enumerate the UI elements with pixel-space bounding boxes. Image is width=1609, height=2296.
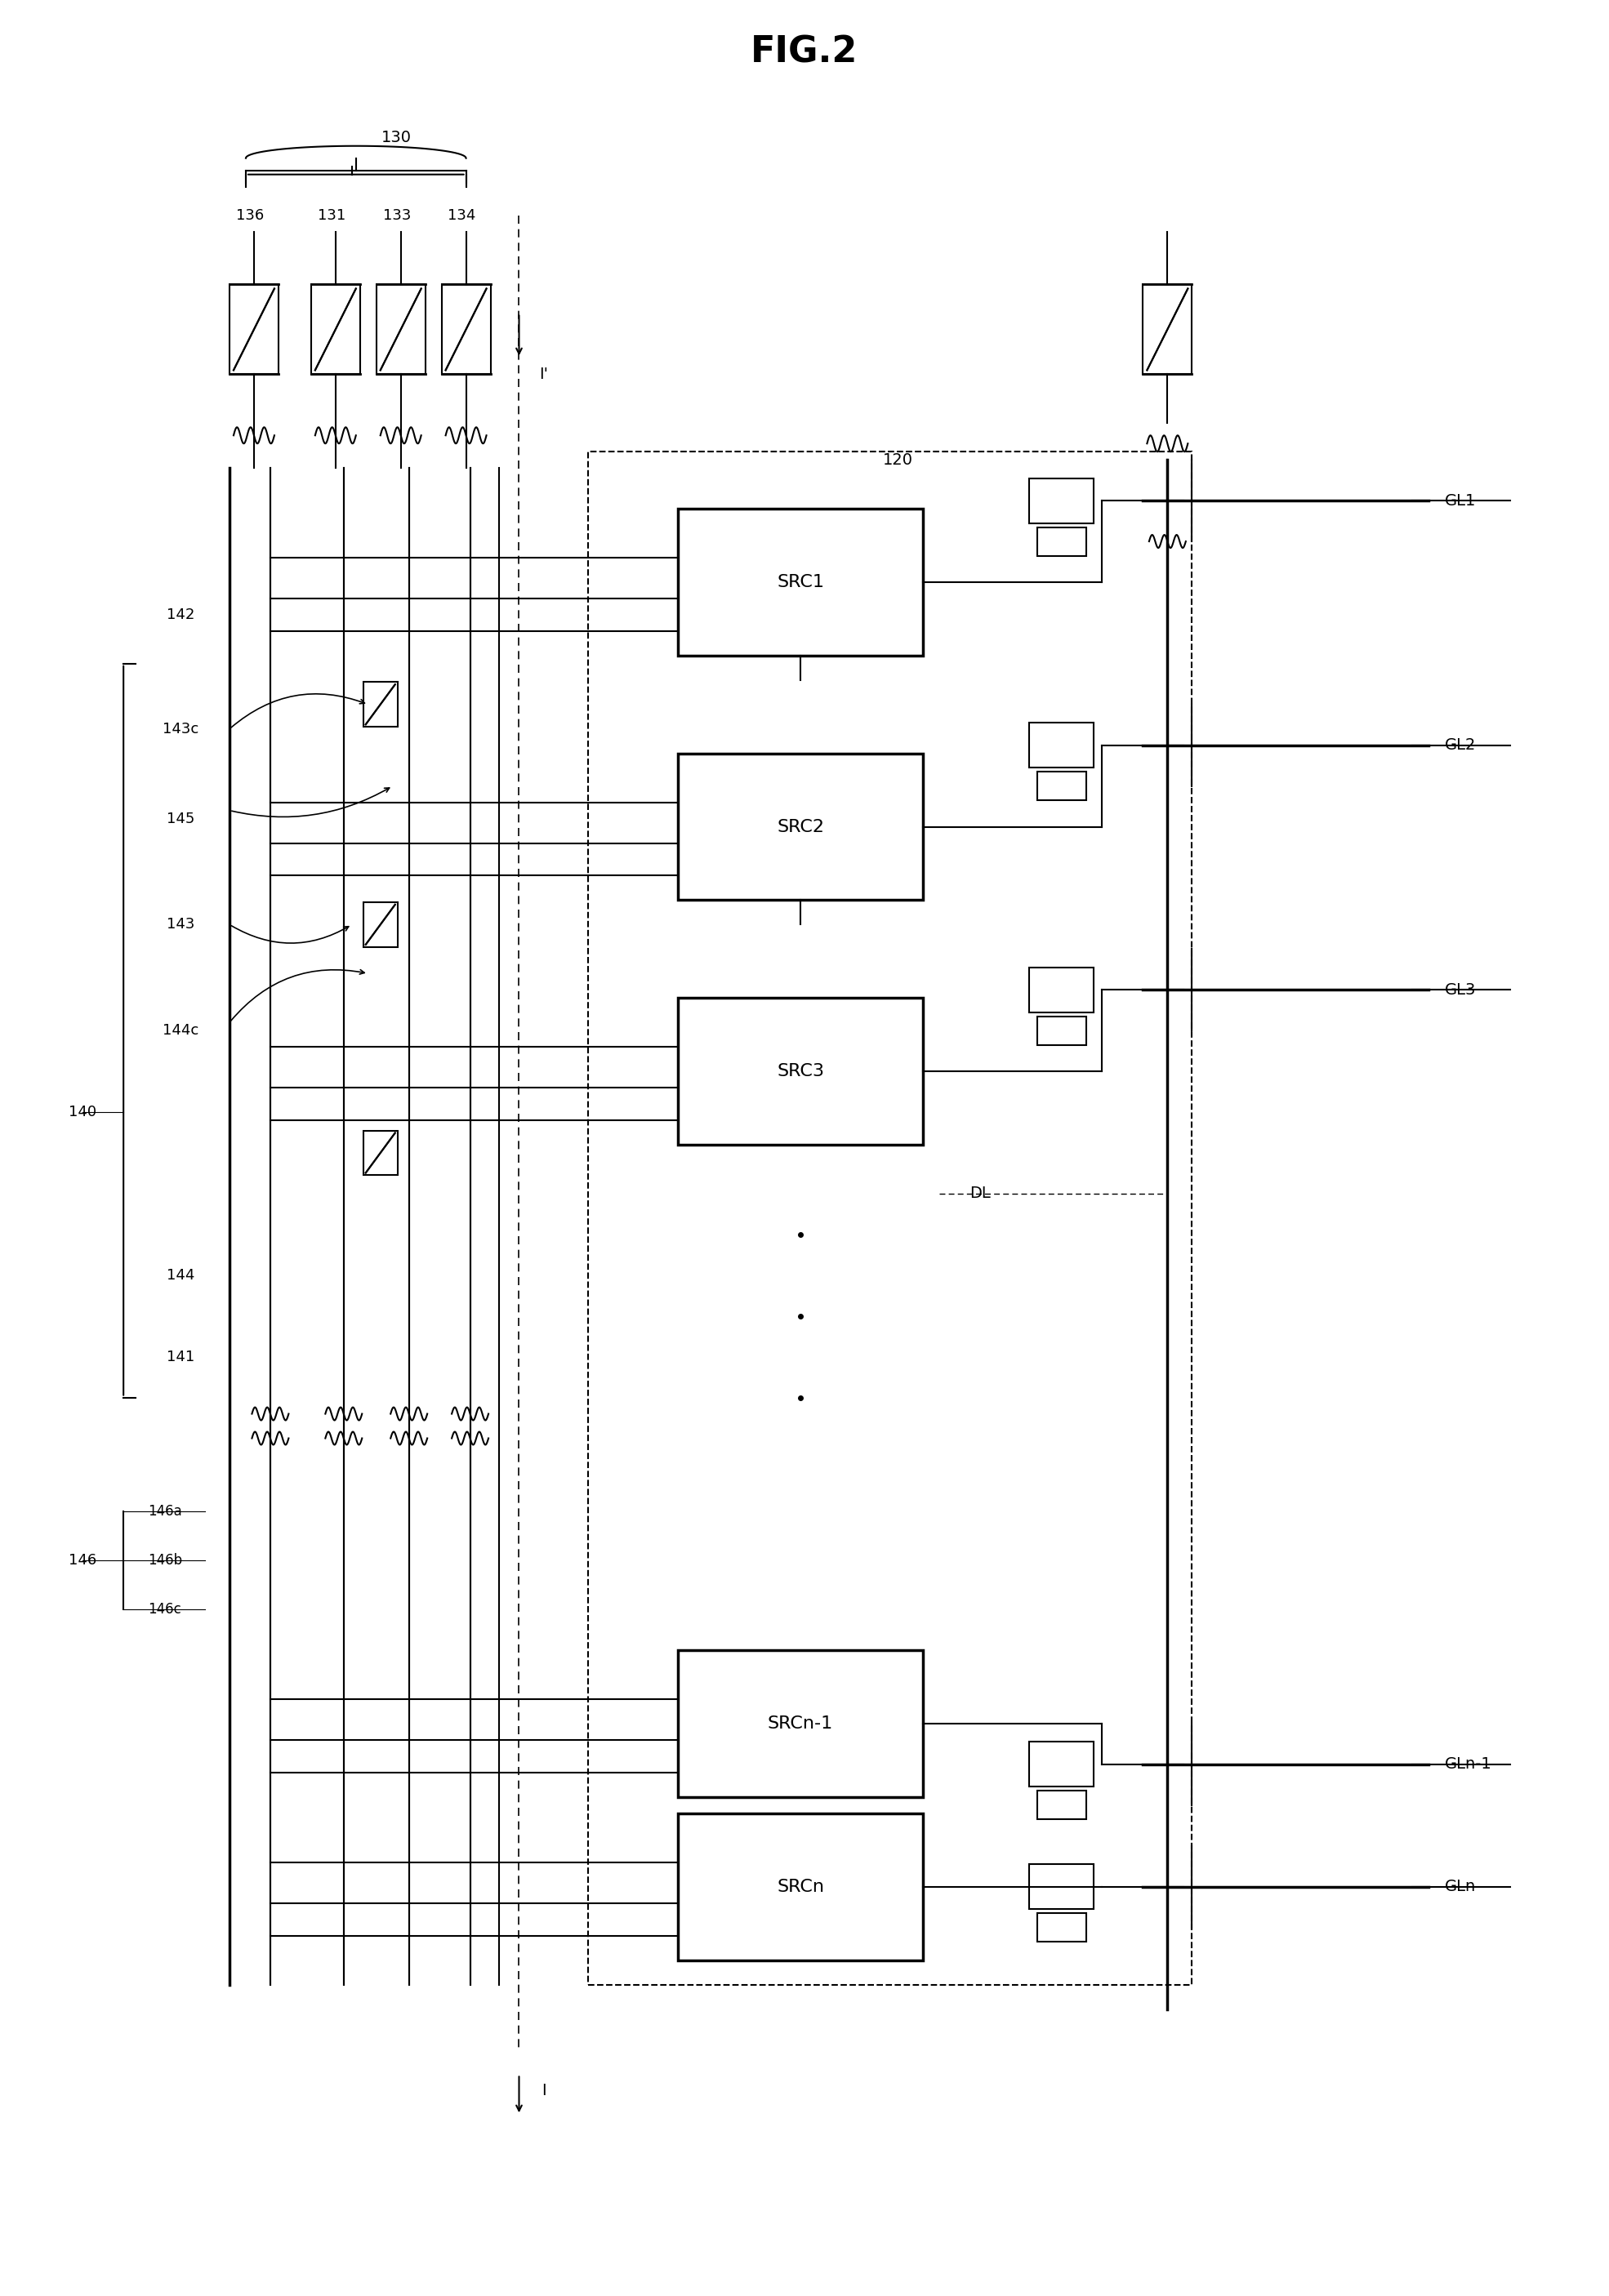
Text: SRC2: SRC2: [777, 820, 824, 836]
Bar: [1142, 285, 1192, 374]
Text: 141: 141: [167, 1350, 195, 1364]
Bar: [1036, 771, 1086, 801]
Bar: [1028, 1743, 1094, 1786]
Bar: [311, 285, 360, 374]
Text: SRCn-1: SRCn-1: [767, 1715, 833, 1731]
Text: 142: 142: [166, 608, 195, 622]
Text: 143c: 143c: [163, 721, 198, 737]
Text: GLn: GLn: [1445, 1878, 1475, 1894]
Bar: [1028, 1864, 1094, 1910]
Bar: [677, 999, 924, 1146]
Bar: [364, 682, 397, 728]
Bar: [364, 902, 397, 946]
Text: 144c: 144c: [163, 1024, 198, 1038]
Text: SRCn: SRCn: [777, 1878, 824, 1894]
Text: FIG.2: FIG.2: [751, 34, 858, 69]
Text: SRC1: SRC1: [777, 574, 824, 590]
Text: 134: 134: [447, 209, 476, 223]
Text: GL1: GL1: [1445, 494, 1475, 507]
Text: 145: 145: [166, 810, 195, 827]
Text: 144: 144: [166, 1267, 195, 1283]
Text: 131: 131: [317, 209, 346, 223]
Bar: [1036, 1017, 1086, 1045]
Text: GLn-1: GLn-1: [1445, 1756, 1492, 1773]
Bar: [1028, 478, 1094, 523]
Text: I': I': [539, 367, 549, 381]
Bar: [441, 285, 491, 374]
Bar: [1028, 967, 1094, 1013]
Bar: [677, 1814, 924, 1961]
Text: 146b: 146b: [148, 1552, 182, 1568]
Text: I: I: [541, 2082, 545, 2099]
Bar: [1036, 528, 1086, 556]
Bar: [230, 285, 278, 374]
Bar: [1028, 723, 1094, 767]
Bar: [377, 285, 425, 374]
Text: GL3: GL3: [1445, 983, 1475, 996]
Text: DL: DL: [969, 1187, 991, 1201]
Text: GL2: GL2: [1445, 737, 1475, 753]
Text: 136: 136: [237, 209, 264, 223]
Text: SRC3: SRC3: [777, 1063, 824, 1079]
Text: 140: 140: [69, 1104, 97, 1120]
Bar: [677, 1651, 924, 1798]
Text: 120: 120: [883, 452, 914, 468]
Bar: [677, 753, 924, 900]
Bar: [1036, 1913, 1086, 1942]
Text: 146: 146: [69, 1552, 97, 1568]
Bar: [364, 1130, 397, 1176]
Text: 146c: 146c: [148, 1603, 182, 1616]
Bar: [589, 452, 1192, 1984]
Bar: [677, 510, 924, 657]
Text: 133: 133: [383, 209, 410, 223]
Bar: [1036, 1791, 1086, 1818]
Text: 146a: 146a: [148, 1504, 182, 1520]
Text: 130: 130: [381, 131, 412, 145]
Text: 143: 143: [166, 916, 195, 932]
